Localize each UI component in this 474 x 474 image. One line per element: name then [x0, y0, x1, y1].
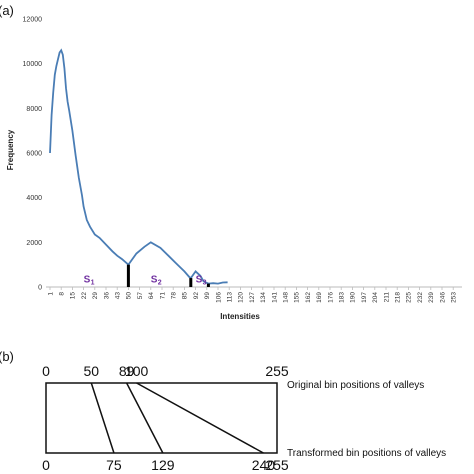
segment-label: S [151, 275, 158, 286]
y-tick-label: 4000 [26, 195, 42, 202]
x-tick-label: 127 [249, 292, 256, 303]
x-tick-label: 211 [383, 292, 390, 303]
x-tick-label: 85 [182, 292, 189, 300]
x-tick-label: 36 [103, 292, 110, 300]
bottom-bin-label: 0 [42, 457, 50, 473]
x-tick-label: 232 [417, 292, 424, 303]
frequency-line-series [49, 48, 228, 285]
panel-b-label: (b) [0, 349, 14, 364]
bottom-bin-label: 75 [106, 457, 122, 473]
y-tick-label: 10000 [23, 61, 43, 68]
mapping-lines [90, 382, 264, 454]
x-tick-label: 176 [327, 292, 334, 303]
x-tick-label: 197 [361, 292, 368, 303]
x-tick-label: 8 [59, 292, 66, 296]
y-axis: 0 2000 4000 6000 8000 10000 12000 [23, 17, 43, 292]
y-tick-label: 8000 [26, 106, 42, 113]
mapping-line [125, 382, 164, 454]
top-bin-label: 0 [42, 363, 50, 379]
bottom-caption: Transformed bin positions of valleys [287, 448, 446, 459]
x-tick-label: 71 [159, 292, 166, 300]
x-tick-label: 218 [395, 292, 402, 303]
valley-markers [126, 264, 210, 287]
y-tick-label: 6000 [26, 151, 42, 158]
x-tick-label: 78 [171, 292, 178, 300]
segment-label: S [84, 275, 91, 286]
x-tick-label: 43 [115, 292, 122, 300]
x-tick-label: 29 [92, 292, 99, 300]
mapping-box [45, 382, 278, 454]
x-tick-label: 15 [70, 292, 77, 300]
x-tick-label: 148 [283, 292, 290, 303]
x-tick-label: 141 [271, 292, 278, 303]
x-tick-label: 169 [316, 292, 323, 303]
bottom-bin-label: 240 [252, 457, 276, 473]
x-tick-label: 190 [350, 292, 357, 303]
segment-label: S [196, 275, 203, 286]
x-tick-label: 246 [439, 292, 446, 303]
segment-subscript: 3 [203, 280, 207, 287]
x-axis: 1 8 15 22 29 36 43 50 57 64 71 78 85 92 99 106 113 120 127… [47, 287, 458, 303]
x-tick-label: 155 [294, 292, 301, 303]
bottom-bin-label: 255 [265, 457, 289, 473]
panel-a-label: (a) [0, 3, 14, 18]
x-tick-label: 134 [260, 292, 267, 303]
x-tick-label: 22 [81, 292, 88, 300]
x-tick-label: 1 [47, 292, 54, 296]
bottom-bin-label: 129 [151, 457, 175, 473]
x-tick-label: 162 [305, 292, 312, 303]
segment-subscript: 1 [91, 280, 95, 287]
x-tick-label: 57 [137, 292, 144, 300]
x-tick-label: 106 [215, 292, 222, 303]
x-tick-label: 239 [428, 292, 435, 303]
y-axis-label: Frequency [6, 129, 15, 170]
x-tick-label: 204 [372, 292, 379, 303]
x-tick-label: 225 [406, 292, 413, 303]
x-tick-label: 120 [238, 292, 245, 303]
mapping-line [90, 382, 115, 454]
y-tick-label: 0 [38, 285, 42, 292]
mapping-line [136, 382, 264, 454]
x-tick-label: 64 [148, 292, 155, 300]
top-bin-label: 89 [119, 363, 135, 379]
x-tick-label: 92 [193, 292, 200, 300]
top-caption: Original bin positions of valleys [287, 380, 424, 391]
y-tick-label: 12000 [23, 17, 43, 24]
segment-subscript: 2 [158, 280, 162, 287]
x-tick-label: 99 [204, 292, 211, 300]
x-tick-label: 50 [126, 292, 133, 300]
top-bin-label: 100 [125, 363, 149, 379]
y-tick-label: 2000 [26, 240, 42, 247]
x-tick-label: 183 [339, 292, 346, 303]
top-bin-label: 255 [265, 363, 289, 379]
x-axis-label: Intensities [220, 312, 260, 321]
top-bin-label: 50 [84, 363, 100, 379]
x-tick-label: 253 [451, 292, 458, 303]
x-tick-label: 113 [227, 292, 234, 303]
